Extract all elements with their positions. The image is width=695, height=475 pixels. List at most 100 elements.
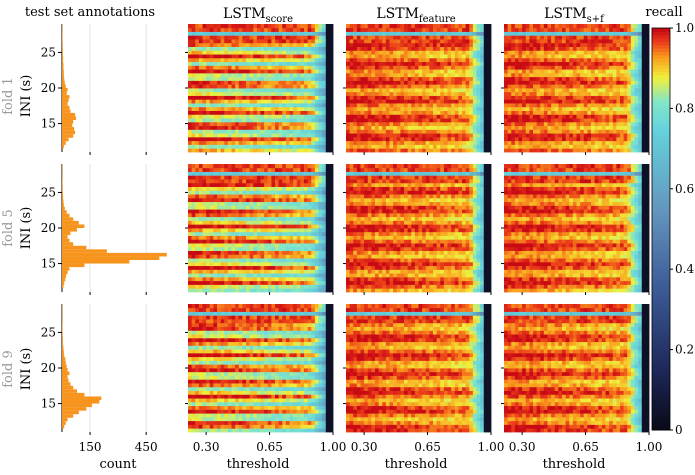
heatmap-cell (591, 65, 596, 70)
heatmap-cell (440, 61, 445, 66)
heatmap-cell (378, 114, 383, 119)
heatmap-cell (191, 254, 196, 259)
heatmap-cell (346, 106, 351, 111)
heatmap-cell (285, 288, 290, 293)
heatmap-cell (202, 284, 207, 289)
heatmap-cell (382, 61, 387, 66)
heatmap-cell (511, 103, 516, 108)
heatmap-cell (591, 35, 596, 40)
heatmap-cell (202, 103, 207, 108)
heatmap-cell (576, 57, 581, 63)
heatmap-cell (249, 118, 254, 123)
heatmap-cell (551, 31, 556, 36)
heatmap-cell (554, 140, 559, 145)
heatmap-cell (278, 276, 283, 282)
heatmap-cell (371, 103, 376, 108)
heatmap-cell (293, 54, 298, 59)
heatmap-cell (311, 243, 316, 248)
heatmap-cell (630, 42, 635, 47)
heatmap-cell (285, 42, 290, 47)
heatmap-cell (458, 50, 463, 55)
heatmap-cell (576, 54, 581, 59)
heatmap-cell (217, 76, 222, 81)
heatmap-cell (601, 118, 606, 123)
heatmap-cell (296, 258, 301, 263)
heatmap-cell (522, 118, 527, 123)
y-tick-label: 25 (41, 185, 56, 199)
heatmap-cell (293, 76, 298, 81)
heatmap-cell (396, 46, 401, 51)
heatmap-cell (583, 84, 588, 89)
heatmap-cell (371, 99, 376, 104)
heatmap-cell (476, 121, 481, 127)
heatmap-cell (422, 80, 427, 85)
heatmap-cell (641, 35, 646, 40)
heatmap-cell (260, 239, 265, 244)
heatmap-cell (271, 246, 276, 251)
heatmap-cell (293, 72, 298, 78)
heatmap-cell (307, 254, 312, 259)
heatmap-cell (641, 65, 646, 70)
heatmap-cell (385, 24, 390, 29)
heatmap-cell (533, 118, 538, 123)
heatmap-cell (572, 88, 577, 93)
heatmap-cell (267, 80, 272, 85)
heatmap-cell (638, 46, 643, 51)
heatmap-cell (311, 69, 316, 74)
heatmap-cell (507, 84, 512, 89)
heatmap-cell (400, 31, 405, 36)
heatmap-cell (572, 72, 577, 78)
heatmap-cell (591, 103, 596, 108)
heatmap-cell (385, 69, 390, 74)
heatmap-cell (217, 265, 222, 270)
heatmap-cell (594, 72, 599, 78)
heatmap-cell (242, 91, 247, 96)
ini-ylabel-5: INI (s) (19, 207, 34, 250)
heatmap-cell (275, 54, 280, 59)
heatmap-cell (551, 136, 556, 142)
heatmap-cell (217, 99, 222, 104)
heatmap-cell (407, 54, 412, 59)
heatmap-cell (641, 80, 646, 85)
heatmap-cell (191, 50, 196, 55)
heatmap-cell (454, 121, 459, 127)
heatmap-cell (480, 99, 485, 104)
heatmap-cell (540, 114, 545, 119)
heatmap-cell (638, 99, 643, 104)
heatmap-cell (249, 114, 254, 119)
heatmap-cell (289, 133, 294, 138)
heatmap-cell (429, 76, 434, 81)
heatmap-cell (447, 54, 452, 59)
heatmap-cell (594, 121, 599, 127)
heatmap-cell (267, 76, 272, 81)
heatmap-cell (242, 250, 247, 255)
heatmap-cell (282, 224, 287, 229)
heatmap-cell (220, 88, 225, 93)
heatmap-cell (253, 243, 258, 248)
histogram-bar (62, 242, 74, 246)
heatmap-cell (300, 24, 305, 29)
heatmap-cell (198, 110, 203, 115)
heatmap-cell (540, 80, 545, 85)
heatmap-cell (325, 114, 330, 119)
heatmap-cell (256, 42, 261, 47)
heatmap-cell (213, 95, 218, 100)
heatmap-cell (275, 129, 280, 134)
heatmap-cell (195, 72, 200, 78)
heatmap-cell (580, 95, 585, 100)
heatmap-cell (202, 144, 207, 149)
heatmap-cell (289, 250, 294, 255)
heatmap-cell (260, 84, 265, 89)
heatmap-cell (616, 54, 621, 59)
heatmap-cell (195, 35, 200, 40)
heatmap-cell (447, 99, 452, 104)
heatmap-cell (325, 140, 330, 145)
heatmap-cell (547, 42, 552, 47)
heatmap-cell (525, 95, 530, 100)
heatmap-cell (275, 133, 280, 138)
heatmap-cell (231, 80, 236, 85)
heatmap-cell (188, 265, 193, 270)
heatmap-cell (476, 140, 481, 145)
heatmap-cell (447, 110, 452, 115)
heatmap-cell (594, 88, 599, 93)
